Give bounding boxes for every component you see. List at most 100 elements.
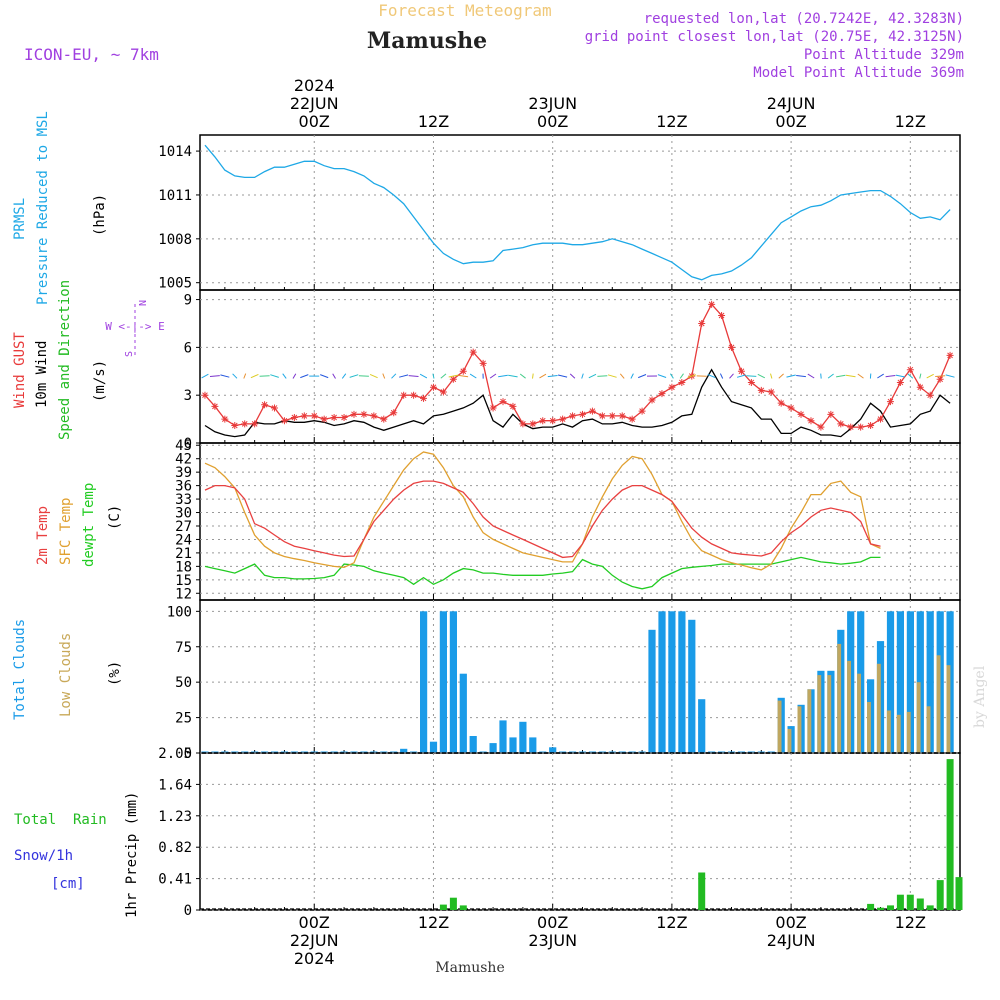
precip-bar (698, 872, 706, 910)
wind-arrow (588, 373, 597, 379)
gust-marker (906, 366, 914, 374)
wind-arrow (458, 374, 469, 378)
low-clouds-bar (926, 706, 931, 754)
model-altitude: Model Point Altitude 369m (753, 65, 964, 81)
low-clouds-bar (886, 710, 891, 753)
wind-arrow (519, 373, 526, 379)
wind-arrow (827, 373, 834, 379)
gust-marker (509, 402, 517, 410)
wind-arrow (270, 374, 279, 378)
wind-arrow (349, 374, 359, 378)
total-clouds-bar (658, 611, 666, 753)
wind-arrow (408, 375, 419, 377)
gust-line (204, 303, 951, 428)
point-altitude: Point Altitude 329m (804, 47, 964, 63)
wind-tick-label: 9 (184, 293, 192, 309)
gust-marker (459, 367, 467, 375)
wind-tick-label: 6 (184, 340, 192, 356)
gust-marker (390, 409, 398, 417)
wind-arrow (736, 374, 746, 378)
gust-marker (350, 410, 358, 418)
wind-arrow (448, 374, 459, 378)
wind-arrow (926, 373, 934, 379)
wind-speed-dir-label: Speed and Direction (57, 280, 73, 440)
wind-arrow (539, 373, 547, 379)
precip-tick-label: 2.05 (158, 746, 192, 762)
gust-marker (658, 390, 666, 398)
low-clouds-label: Low Clouds (58, 633, 74, 717)
gust-marker (559, 415, 567, 423)
prmsl-label: PRMSL (12, 198, 28, 240)
wind-gust-label: Wind GUST (12, 332, 28, 408)
snow-label: Snow/1h (14, 848, 73, 864)
gust-marker (896, 378, 904, 386)
precip-bar (896, 894, 904, 910)
gust-marker (718, 312, 726, 319)
location-title: Mamushe (367, 28, 487, 54)
wind-unit: (m/s) (92, 360, 108, 402)
precip-bar (946, 759, 954, 910)
time-label: 12Z (895, 913, 926, 932)
low-clouds-bar (906, 711, 911, 753)
precip-tick-label: 1.23 (158, 809, 192, 825)
gust-marker (251, 420, 259, 428)
wind-arrow (657, 374, 667, 378)
wind-arrow (630, 373, 634, 379)
sfctemp-label: SFC Temp (58, 498, 74, 565)
gust-marker (757, 386, 765, 394)
clouds-tick-label: 100 (167, 604, 192, 620)
total-clouds-bar (429, 741, 438, 753)
total-clouds-bar (549, 747, 557, 753)
time-label: 00Z (537, 913, 568, 932)
wind-arrow (707, 374, 716, 379)
wind-arrow (419, 373, 428, 379)
total-clouds-bar (489, 743, 497, 753)
pressure-side-labels: PRMSL Pressure Reduced to MSL (hPa) (12, 111, 108, 305)
precip-tick-label: 1.64 (158, 777, 192, 793)
pressure-tick-label: 1011 (158, 188, 192, 204)
total-clouds-bar (459, 673, 467, 753)
clouds-unit: (%) (107, 661, 123, 686)
wind-arrow (935, 375, 946, 377)
watermark: by Angel (972, 665, 988, 728)
temperature-tick-label: 18 (175, 559, 192, 575)
prmsl-line (204, 144, 951, 281)
precip-bar (459, 905, 467, 910)
wind-arrow (770, 373, 773, 379)
time-label: 23JUN (528, 931, 577, 950)
gust-marker (747, 378, 755, 386)
low-clouds-bar (787, 728, 792, 753)
clouds-tick-label: 50 (175, 675, 192, 691)
temperature-tick-label: 21 (175, 546, 192, 562)
model-label: ICON-EU, ~ 7km (24, 45, 159, 64)
temp-unit: (C) (107, 505, 123, 530)
precip-tick-label: 0.82 (158, 840, 192, 856)
gust-marker (410, 391, 418, 399)
wind-arrow (432, 373, 435, 379)
gust-marker (380, 415, 388, 423)
wind-arrow (607, 374, 617, 378)
temp2m-label: 2m Temp (35, 506, 51, 565)
gust-marker (449, 375, 457, 383)
gust-marker (330, 414, 338, 421)
gust-marker (529, 420, 537, 428)
pressure-msl-label: Pressure Reduced to MSL (35, 111, 51, 305)
temperature-tick-label: 39 (175, 465, 192, 481)
gust-marker (439, 388, 447, 396)
gust-marker (926, 391, 934, 399)
wind-arrow (243, 373, 247, 379)
gust-marker (280, 417, 288, 425)
low-clouds-bar (876, 663, 881, 754)
pressure-frame (199, 134, 961, 291)
precip-panel: 2.05 1.64 1.23 0.82 0.41 0 (158, 746, 963, 919)
total-clouds-bar (529, 737, 537, 753)
wind-arrow (250, 373, 259, 379)
clouds-frame (199, 599, 961, 754)
gust-marker (271, 404, 279, 412)
time-label: 12Z (418, 112, 449, 131)
precip-tick-label: 0 (184, 903, 192, 919)
wind-arrow (729, 373, 734, 379)
clouds-panel: 100 75 50 25 0 (167, 599, 961, 762)
time-label: 22JUN (290, 94, 339, 113)
